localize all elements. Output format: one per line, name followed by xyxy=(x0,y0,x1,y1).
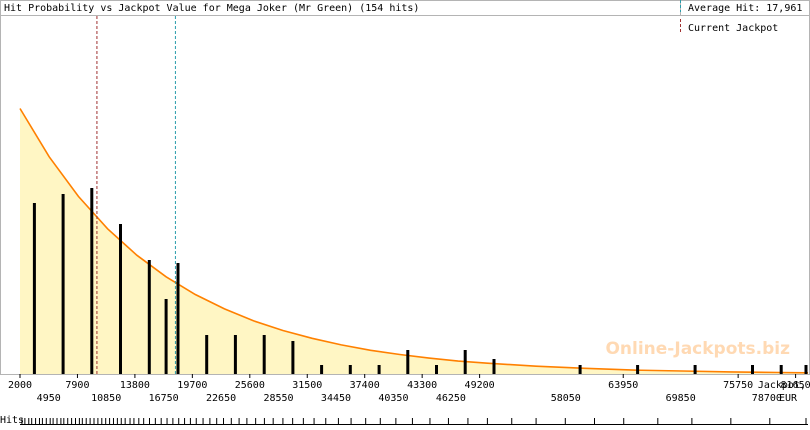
hits-strip xyxy=(20,418,808,425)
tick-label-lower-1: 10850 xyxy=(91,393,121,404)
bar-10 xyxy=(291,341,295,374)
bar-14 xyxy=(406,350,410,374)
tick-label-upper-8: 49200 xyxy=(465,380,495,391)
hits-label: Hits xyxy=(0,415,24,425)
bar-13 xyxy=(377,365,381,374)
x-axis-ticks: 2000 7900 13800 19700 25600 31500 37400 43300 49… xyxy=(8,374,810,404)
bar-12 xyxy=(348,365,352,374)
bar-3 xyxy=(119,224,122,374)
tick-label-upper-11: 81650 xyxy=(781,380,810,391)
tick-label-lower-6: 40350 xyxy=(378,393,408,404)
bar-19 xyxy=(636,365,640,374)
bar-16 xyxy=(463,350,467,374)
fit-curve-group xyxy=(19,108,809,374)
tick-label-upper-0: 2000 xyxy=(8,380,32,391)
tick-label-lower-8: 58050 xyxy=(551,393,581,404)
tick-label-lower-0: 4950 xyxy=(37,393,61,404)
bar-11 xyxy=(320,365,324,374)
fit-curve-area xyxy=(20,108,808,374)
bar-8 xyxy=(233,335,237,374)
bar-21 xyxy=(751,365,754,374)
bar-0 xyxy=(32,203,36,374)
bar-20 xyxy=(693,365,697,374)
x-axis-label-line2: EUR xyxy=(779,393,798,404)
tick-label-upper-10: 75750 xyxy=(723,380,753,391)
tick-label-upper-9: 63950 xyxy=(608,380,638,391)
bar-4 xyxy=(147,260,151,374)
tick-label-lower-4: 28550 xyxy=(263,393,293,404)
tick-label-lower-9: 69850 xyxy=(666,393,696,404)
tick-label-upper-6: 37400 xyxy=(350,380,380,391)
bar-18 xyxy=(578,365,582,374)
tick-label-upper-1: 7900 xyxy=(65,380,89,391)
x-axis-label-line1: Jackpot, xyxy=(758,380,806,391)
bar-2 xyxy=(90,188,94,374)
tick-label-lower-3: 22650 xyxy=(206,393,236,404)
bars-group xyxy=(32,188,808,374)
tick-label-upper-5: 31500 xyxy=(292,380,322,391)
legend-current-jackpot-label: Current Jackpot xyxy=(688,23,778,34)
bar-7 xyxy=(205,335,209,374)
tick-label-lower-10: 78700 xyxy=(752,393,782,404)
tick-label-lower-2: 16750 xyxy=(149,393,179,404)
bar-9 xyxy=(262,335,266,374)
watermark: Online-Jackpots.biz xyxy=(605,339,790,359)
tick-label-upper-2: 13800 xyxy=(120,380,150,391)
bar-17 xyxy=(492,359,496,374)
bar-6 xyxy=(176,263,180,374)
bar-22 xyxy=(779,365,783,374)
bar-15 xyxy=(435,365,438,374)
chart-title: Hit Probability vs Jackpot Value for Meg… xyxy=(4,3,419,14)
tick-label-lower-5: 34450 xyxy=(321,393,351,404)
tick-label-upper-7: 43300 xyxy=(407,380,437,391)
tick-label-lower-7: 46250 xyxy=(436,393,466,404)
bar-5 xyxy=(164,299,168,374)
legend-average-hit-label: Average Hit: 17,961 xyxy=(688,3,802,14)
bar-1 xyxy=(61,194,65,374)
tick-label-upper-4: 25600 xyxy=(235,380,265,391)
bar-23 xyxy=(804,365,808,374)
fit-curve-line xyxy=(19,108,809,374)
tick-label-upper-3: 19700 xyxy=(177,380,207,391)
